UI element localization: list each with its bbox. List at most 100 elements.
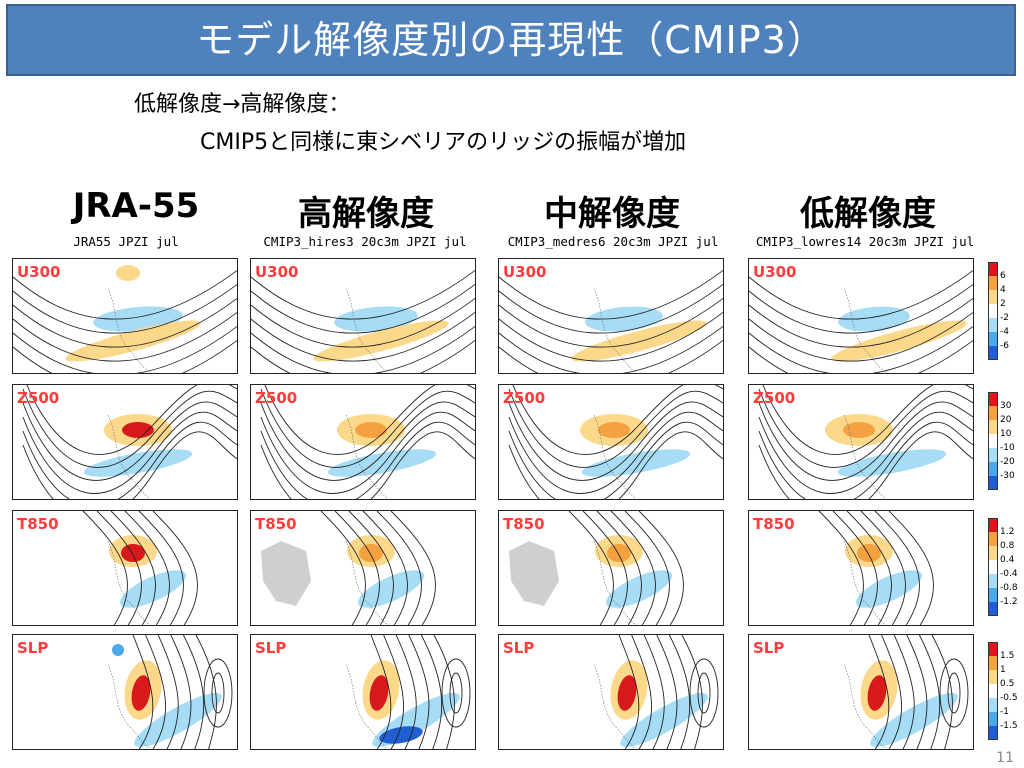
colorbar-segment <box>988 434 998 448</box>
column-header-high-res: 高解像度 <box>298 194 434 234</box>
colorbar-segment <box>988 276 998 290</box>
intro-text: 低解像度→高解像度： CMIP5と同様に東シベリアのリッジの振幅が増加 <box>134 86 686 162</box>
map-panel-slp-col3: SLP <box>498 634 724 750</box>
colorbar-tick-label: 0.4 <box>1000 555 1015 565</box>
panel-variable-label: U300 <box>503 263 547 281</box>
colorbar-segment <box>988 518 998 532</box>
panel-variable-label: T850 <box>753 515 795 533</box>
colorbar-u300: 6 4 2 -2 -4 -6 <box>988 262 1018 360</box>
map-panel-u300-col3: U300 <box>498 258 724 374</box>
colorbar-tick-label: 0.8 <box>1000 541 1015 551</box>
colorbar-segment <box>988 332 998 346</box>
colorbar-segment <box>988 588 998 602</box>
model-label-low-res: CMIP3_lowres14 20c3m JPZI jul <box>755 234 975 249</box>
map-plot <box>345 635 471 749</box>
colorbar-segment <box>988 642 998 656</box>
colorbar-segment <box>988 712 998 726</box>
panel-variable-label: SLP <box>503 639 535 657</box>
colorbar-slp: 1.5 1 0.5 -0.5 -1 -1.5 <box>988 642 1018 740</box>
colorbar-tick-label: -1.5 <box>1000 721 1018 731</box>
map-panel-t850-col3: T850 <box>498 510 724 626</box>
map-panel-slp-col1: SLP <box>12 634 238 750</box>
map-panel-u300-col4: U300 <box>748 258 974 374</box>
map-panel-t850-col2: T850 <box>250 510 476 626</box>
map-plot <box>758 385 973 499</box>
colorbar-tick-label: -30 <box>1000 471 1015 481</box>
map-panel-t850-col4: T850 <box>748 510 974 626</box>
panel-variable-label: T850 <box>503 515 545 533</box>
map-plot <box>13 265 237 373</box>
colorbar-segment <box>988 684 998 698</box>
colorbar-segment <box>988 476 998 490</box>
colorbar-tick-label: -20 <box>1000 457 1015 467</box>
colorbar-tick-label: -1.2 <box>1000 597 1018 607</box>
colorbar-tick-label: -4 <box>1000 327 1009 337</box>
panel-variable-label: U300 <box>17 263 61 281</box>
map-plot <box>749 269 973 373</box>
colorbar-segment <box>988 406 998 420</box>
panel-variable-label: T850 <box>17 515 59 533</box>
colorbar-tick-label: 6 <box>1000 271 1006 281</box>
colorbar-segment <box>988 420 998 434</box>
map-plot <box>82 511 198 625</box>
map-plot <box>251 269 475 373</box>
colorbar-t850: 1.2 0.8 0.4 -0.4 -0.8 -1.2 <box>988 518 1018 616</box>
map-panel-z500-col4: Z500 <box>748 384 974 500</box>
panel-variable-label: Z500 <box>503 389 546 407</box>
intro-line-1: 低解像度→高解像度： <box>134 92 351 117</box>
colorbar-segment <box>988 532 998 546</box>
colorbar-tick-label: -1 <box>1000 707 1009 717</box>
panel-variable-label: U300 <box>753 263 797 281</box>
colorbar-segment <box>988 462 998 476</box>
map-plot <box>843 635 969 749</box>
colorbar-segment <box>988 726 998 740</box>
colorbar-tick-label: 1.5 <box>1000 651 1015 661</box>
map-plot <box>499 269 723 373</box>
map-plot <box>593 635 719 749</box>
column-header-mid-res: 中解像度 <box>544 194 680 234</box>
map-panel-z500-col1: Z500 <box>12 384 238 500</box>
map-panel-slp-col4: SLP <box>748 634 974 750</box>
panel-variable-label: Z500 <box>753 389 796 407</box>
map-panel-u300-col2: U300 <box>250 258 476 374</box>
panel-variable-label: U300 <box>255 263 299 281</box>
colorbar-tick-label: 30 <box>1000 401 1012 411</box>
panel-variable-label: Z500 <box>17 389 60 407</box>
colorbar-segment <box>988 262 998 276</box>
colorbar-z500: 30 20 10 -10 -20 -30 <box>988 392 1018 490</box>
column-header-low-res: 低解像度 <box>800 194 936 234</box>
colorbar-segment <box>988 290 998 304</box>
page-number: 11 <box>996 750 1014 766</box>
colorbar-segment <box>988 698 998 712</box>
colorbar-tick-label: 0.5 <box>1000 679 1015 689</box>
colorbar-tick-label: 1.2 <box>1000 527 1015 537</box>
colorbar-tick-label: 10 <box>1000 429 1012 439</box>
slide-title: モデル解像度別の再現性（CMIP3） <box>6 4 1016 76</box>
map-panel-z500-col2: Z500 <box>250 384 476 500</box>
map-panel-u300-col1: U300 <box>12 258 238 374</box>
colorbar-segment <box>988 560 998 574</box>
map-plot <box>107 635 233 749</box>
colorbar-tick-label: -0.8 <box>1000 583 1018 593</box>
panel-variable-label: SLP <box>17 639 49 657</box>
colorbar-segment <box>988 448 998 462</box>
colorbar-segment <box>988 656 998 670</box>
panel-variable-label: Z500 <box>255 389 298 407</box>
colorbar-tick-label: -6 <box>1000 341 1009 351</box>
colorbar-segment <box>988 346 998 360</box>
model-label-high-res: CMIP3_hires3 20c3m JPZI jul <box>263 234 467 249</box>
map-panel-slp-col2: SLP <box>250 634 476 750</box>
panel-variable-label: SLP <box>753 639 785 657</box>
colorbar-segment <box>988 602 998 616</box>
colorbar-tick-label: 1 <box>1000 665 1006 675</box>
colorbar-tick-label: -0.4 <box>1000 569 1018 579</box>
model-label-jra55: JRA55 JPZI jul <box>73 234 179 249</box>
map-plot <box>261 511 436 625</box>
model-label-mid-res: CMIP3_medres6 20c3m JPZI jul <box>507 234 719 249</box>
colorbar-tick-label: 20 <box>1000 415 1012 425</box>
map-plot <box>22 385 237 499</box>
map-plot <box>509 511 684 625</box>
column-header-jra55: JRA-55 <box>72 186 200 226</box>
colorbar-tick-label: -2 <box>1000 313 1009 323</box>
colorbar-segment <box>988 392 998 406</box>
